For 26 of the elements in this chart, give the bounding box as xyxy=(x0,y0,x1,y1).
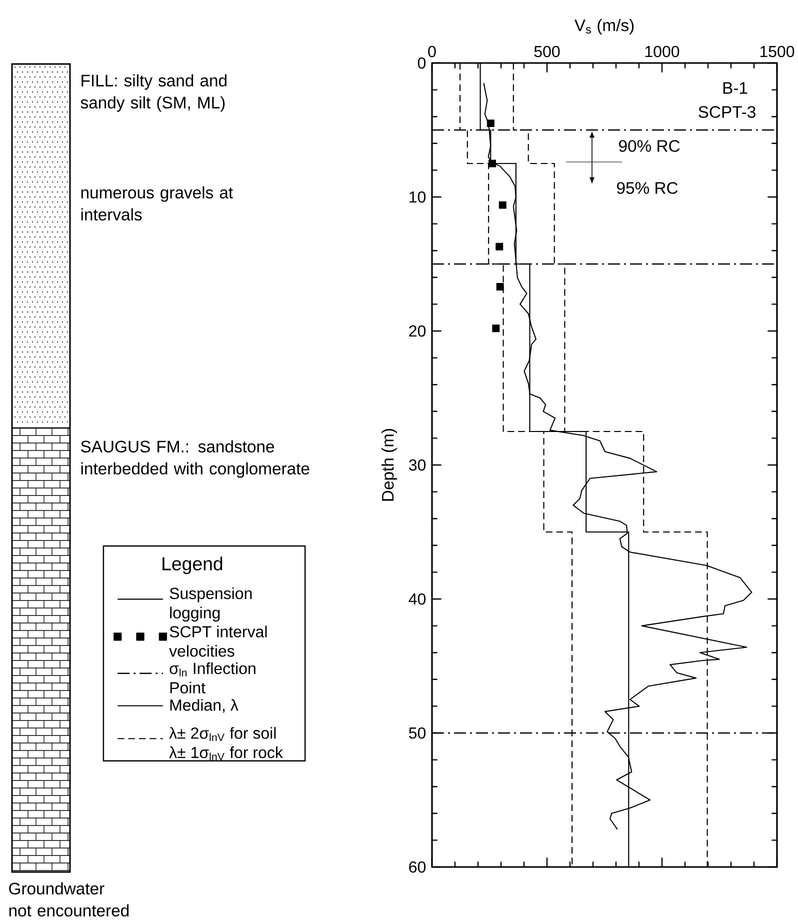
x-tick-label: 1500 xyxy=(760,46,794,58)
legend-title: Legend xyxy=(162,556,222,574)
y-tick-label: 50 xyxy=(409,727,426,739)
y-tick-label: 40 xyxy=(408,593,426,605)
y-tick-label: 10 xyxy=(410,191,426,203)
text: SAUGUS FM.: sandstone interbedded with conglomerate xyxy=(81,440,310,478)
text: Groundwater not encountered xyxy=(9,882,129,916)
y-tick-label: 30 xyxy=(408,459,426,471)
y-axis-title: Depth (m) xyxy=(381,429,397,501)
x-tick-label: 1000 xyxy=(645,46,680,58)
text: numerous gravels at intervals xyxy=(81,186,233,220)
legend-label: Suspension logging xyxy=(170,587,252,622)
annotation: 95% RC xyxy=(617,182,678,194)
text: FILL: silty sand and sandy silt (SM, ML) xyxy=(80,74,226,112)
y-tick-label: 20 xyxy=(409,325,426,337)
annotation: B-1 xyxy=(723,82,748,94)
text: λ± 2σ$_{lnV}$ for soil λ± 1σ$_{lnV}$ for rock xyxy=(169,727,283,760)
x-tick-label: 0 xyxy=(428,46,436,58)
x-tick-label: 500 xyxy=(534,46,560,58)
legend-label: Median, λ xyxy=(170,699,238,713)
annotation: 90% RC xyxy=(619,140,680,152)
y-tick-label: 0 xyxy=(418,57,426,69)
legend-label: σ$_{ln}$ Inflection Point xyxy=(170,662,256,694)
y-tick-label: 60 xyxy=(409,861,426,873)
x-axis-title: V$_{s}$ (m/s) xyxy=(574,18,634,34)
annotation: SCPT-3 xyxy=(698,106,756,118)
